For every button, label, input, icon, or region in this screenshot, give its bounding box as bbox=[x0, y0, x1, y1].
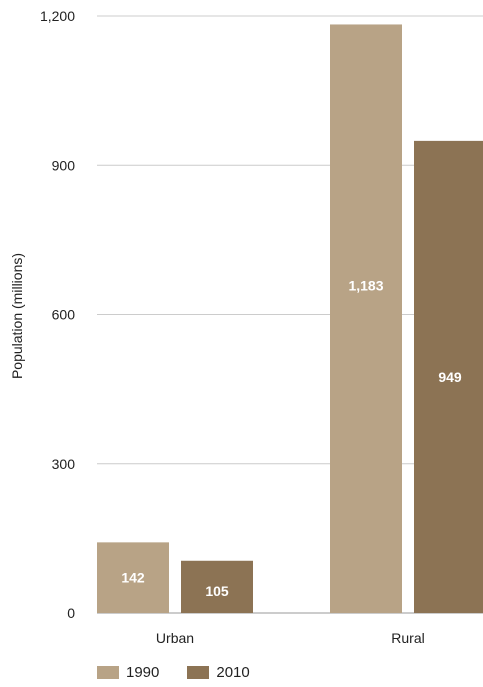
y-tick-label: 600 bbox=[52, 307, 76, 323]
bar-value-label-urban-1990: 142 bbox=[121, 570, 145, 586]
x-axis-categories: Urban Rural bbox=[156, 630, 425, 646]
legend-label-1990: 1990 bbox=[126, 664, 160, 681]
legend-item-2010: 2010 bbox=[187, 664, 250, 681]
chart-plot: 0 300 600 900 1,200 142 105 1,183 949 Urban Rura… bbox=[9, 8, 483, 646]
legend-swatch-2010 bbox=[187, 666, 210, 679]
bar-value-label-rural-1990: 1,183 bbox=[348, 278, 383, 294]
bar-urban-2010 bbox=[181, 560, 253, 613]
legend: 1990 2010 bbox=[97, 664, 278, 681]
legend-item-1990: 1990 bbox=[97, 664, 159, 681]
y-tick-label: 300 bbox=[52, 456, 76, 472]
x-category-label: Rural bbox=[391, 630, 424, 646]
bar-urban-1990 bbox=[97, 542, 169, 613]
bar-rural-2010 bbox=[414, 140, 483, 613]
y-axis-title: Population (millions) bbox=[9, 253, 25, 379]
y-axis-ticks: 0 300 600 900 1,200 bbox=[40, 8, 75, 621]
x-category-label: Urban bbox=[156, 630, 194, 646]
y-tick-label: 900 bbox=[52, 157, 76, 173]
y-tick-label: 0 bbox=[67, 605, 75, 621]
bars: 142 105 1,183 949 bbox=[97, 24, 483, 613]
bar-value-label-urban-2010: 105 bbox=[205, 583, 229, 599]
bar-rural-1990 bbox=[330, 24, 402, 613]
bar-value-label-rural-2010: 949 bbox=[438, 369, 462, 385]
y-tick-label: 1,200 bbox=[40, 8, 75, 24]
legend-swatch-1990 bbox=[97, 666, 119, 679]
legend-label-2010: 2010 bbox=[216, 664, 250, 681]
